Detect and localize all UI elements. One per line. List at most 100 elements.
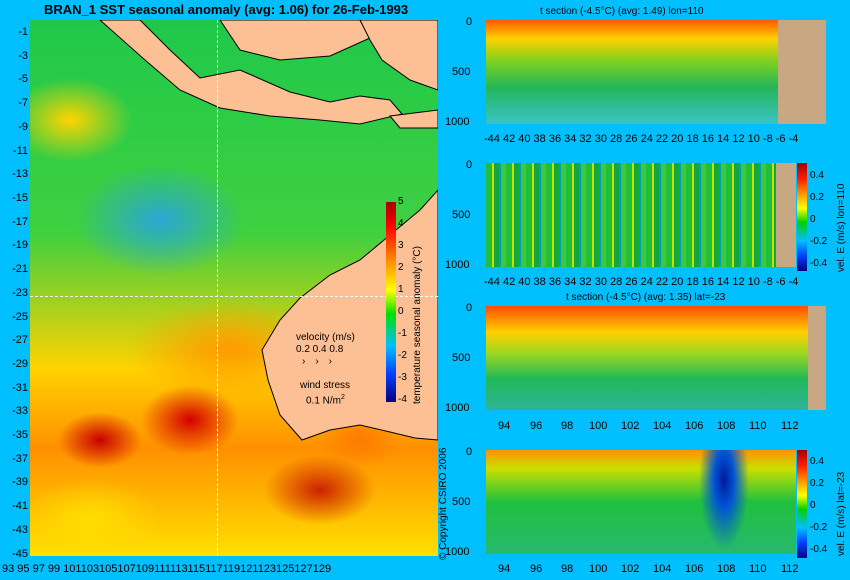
panel2-land: [776, 163, 796, 267]
panel1-title: t section (-4.5°C) (avg: 1.49) lon=110: [540, 6, 704, 17]
panel2-velocity-section: [486, 163, 776, 267]
wind-legend-title: wind stress: [300, 380, 351, 391]
p4-xtick: 98: [561, 563, 574, 575]
panel3-land: [808, 306, 826, 410]
velocity-legend-title: velocity (m/s): [296, 332, 355, 343]
p3-xtick: 110: [749, 420, 767, 432]
lat-tick: -1: [18, 26, 28, 38]
p2-cbtick: -0.2: [810, 236, 828, 247]
panel1-land: [778, 20, 826, 124]
lat-tick: -45: [12, 548, 28, 560]
p4-cbtick: -0.2: [810, 522, 828, 533]
panel2-colorbar: [797, 163, 807, 271]
wind-unit-exponent: 2: [341, 394, 345, 401]
p4-xtick: 112: [781, 563, 799, 575]
p3-xtick: 108: [717, 420, 736, 432]
p3-ytick: 0: [466, 302, 473, 314]
p1-ytick: 0: [466, 16, 473, 28]
p4-xtick: 100: [589, 563, 608, 575]
cb-tick: -2: [398, 350, 407, 361]
lat-tick: -33: [12, 405, 28, 417]
gridline-lat-23: [30, 296, 438, 297]
p1-ytick: 1000: [445, 116, 470, 128]
p4-ytick: 500: [452, 496, 471, 508]
p4-cbtick: 0.2: [810, 478, 824, 489]
lat-tick: -39: [12, 476, 28, 488]
p3-xtick: 112: [781, 420, 799, 432]
panel4-colorbar: [797, 450, 807, 558]
p3-xtick: 104: [653, 420, 672, 432]
lat-tick: -19: [12, 239, 28, 251]
cb-tick: 3: [398, 240, 404, 251]
p4-xtick: 104: [653, 563, 672, 575]
p3-xtick: 100: [589, 420, 608, 432]
lat-tick: -27: [12, 334, 28, 346]
p3-ytick: 1000: [445, 402, 470, 414]
lat-tick: -11: [12, 145, 28, 157]
lon-axis: 93 95 97 99 1011031051071091111131151171…: [2, 563, 332, 575]
cb-tick: -1: [398, 328, 407, 339]
panel4-velocity-section: [486, 450, 796, 554]
lat-tick: -13: [12, 168, 28, 180]
lat-tick: -41: [12, 500, 28, 512]
lat-tick: -35: [12, 429, 28, 441]
lat-tick: -37: [12, 453, 28, 465]
p4-cbtick: 0: [810, 500, 816, 511]
lat-tick: -15: [12, 192, 28, 204]
p2-ytick: 500: [452, 209, 471, 221]
lat-tick: -9: [18, 121, 28, 133]
p3-xtick: 102: [621, 420, 640, 432]
lat-tick: -31: [12, 382, 28, 394]
p4-xtick: 102: [621, 563, 640, 575]
p2-ytick: 0: [466, 159, 473, 171]
cb-tick: 0: [398, 306, 404, 317]
p1-xticks: -44 42 40 38 36 34 32 30 28 26 24 22 20 …: [484, 133, 799, 145]
cb-tick: -4: [398, 394, 407, 405]
cb-tick: 5: [398, 196, 404, 207]
lat-tick: -25: [12, 311, 28, 323]
panel3-temperature-section: [486, 306, 812, 410]
wind-value-text: 0.1 N/m: [306, 395, 342, 407]
p4-xtick: 108: [717, 563, 736, 575]
map-title: BRAN_1 SST seasonal anomaly (avg: 1.06) …: [44, 2, 409, 17]
land-lesser-sunda: [389, 109, 438, 129]
p3-xtick: 98: [561, 420, 574, 432]
land-overlay: [99, 20, 438, 441]
land-sulawesi: [359, 20, 438, 91]
p4-xtick: 106: [685, 563, 704, 575]
lat-tick: -17: [12, 216, 28, 228]
p1-ytick: 500: [452, 66, 471, 78]
panel3-title: t section (-4.5°C) (avg: 1.35) lat=-23: [566, 292, 726, 303]
p2-cbtick: 0.4: [810, 170, 824, 181]
velocity-arrows-icon: ›››: [302, 356, 342, 367]
p2-cbtick: 0.2: [810, 192, 824, 203]
wind-legend-value: 0.1 N/m2: [306, 394, 345, 406]
sst-colorbar-label: temperature seasonal anomaly (°C): [412, 246, 423, 404]
lat-tick: -5: [18, 73, 28, 85]
p4-ytick: 1000: [445, 546, 470, 558]
lat-tick: -3: [18, 50, 28, 62]
cb-tick: 4: [398, 218, 404, 229]
p4-xtick: 110: [749, 563, 767, 575]
p2-cbtick: -0.4: [810, 258, 828, 269]
p2-cbtick: 0: [810, 214, 816, 225]
p3-xtick: 106: [685, 420, 704, 432]
lat-tick: -43: [12, 524, 28, 536]
sst-colorbar: [386, 202, 396, 402]
p2-xticks: -44 42 40 38 36 34 32 30 28 26 24 22 20 …: [484, 276, 799, 288]
sst-colorbar-ticks: 5 4 3 2 1 0 -1 -2 -3 -4: [398, 196, 418, 406]
sst-anomaly-map: 5 4 3 2 1 0 -1 -2 -3 -4 temperature seas…: [30, 20, 438, 556]
panel4-colorbar-label: vel. E (m/s) lat=-23: [836, 471, 847, 556]
cb-tick: 1: [398, 284, 404, 295]
panel2-colorbar-label: vel. E (m/s) lon=110: [836, 183, 847, 272]
lat-tick: -21: [12, 263, 28, 275]
p3-xtick: 94: [498, 420, 511, 432]
p4-xtick: 94: [498, 563, 511, 575]
panel1-temperature-section: [486, 20, 778, 124]
lat-axis: -1 -3 -5 -7 -9 -11 -13 -15 -17 -19 -21 -…: [0, 20, 30, 560]
p3-xtick: 96: [530, 420, 543, 432]
p4-cbtick: 0.4: [810, 456, 824, 467]
copyright: © Copyright CSIRO 2006: [438, 447, 449, 560]
gridline-lon-110: [217, 20, 218, 556]
cb-tick: -3: [398, 372, 407, 383]
